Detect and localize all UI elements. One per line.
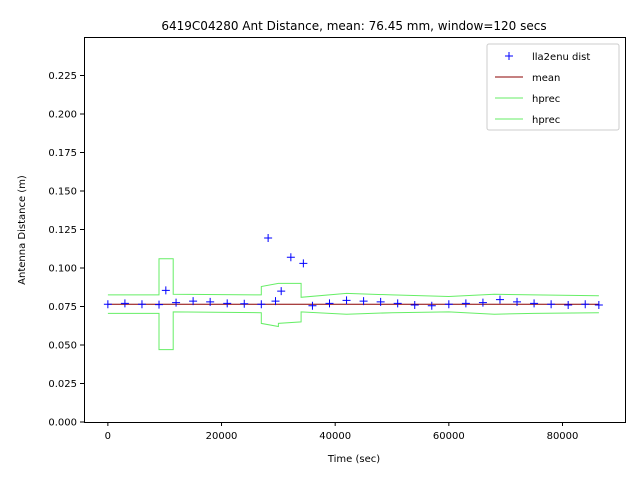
dist-point [120,299,129,308]
y-tick-label: 0.150 [48,187,77,198]
dist-point [564,300,573,309]
y-tick-label: 0.175 [48,148,77,159]
y-tick-label: 0.050 [48,341,77,352]
dist-point [359,297,368,306]
dist-point [547,300,556,309]
dist-point [257,300,266,309]
dist-point [461,299,470,308]
dist-point [161,286,170,295]
y-axis-label: Antenna Distance (m) [17,175,28,285]
hprec-line-3 [107,311,599,351]
dist-point [137,300,146,309]
dist-point [325,299,334,308]
dist-point [376,297,385,306]
dist-point [308,301,317,310]
dist-point [594,300,603,309]
legend-label: mean [532,73,560,84]
legend: lla2enu dist mean hprec hprec [486,43,620,131]
dist-point [513,297,522,306]
y-tick-label: 0.025 [48,379,77,390]
dist-point [155,300,164,309]
x-axis: 0 20000 40000 60000 80000 [105,422,579,442]
legend-label: hprec [532,115,560,126]
y-tick-label: 0.075 [48,302,77,313]
x-tick-label: 20000 [206,431,238,442]
dist-point [277,287,286,296]
x-tick-label: 40000 [319,431,351,442]
dist-point [240,299,249,308]
dist-point [495,295,504,304]
chart-title: 6419C04280 Ant Distance, mean: 76.45 mm,… [161,19,546,33]
y-tick-label: 0.225 [48,71,77,82]
dist-point [530,299,539,308]
dist-point [271,297,280,306]
y-tick-label: 0.100 [48,264,77,275]
y-axis: 0.000 0.025 0.050 0.075 0.100 0.125 0.150 0.175… [48,71,84,429]
legend-box [486,43,620,131]
dist-point [103,300,112,309]
y-tick-label: 0.000 [48,418,77,429]
dist-point [478,298,487,307]
x-tick-label: 60000 [433,431,465,442]
x-tick-label: 80000 [547,431,579,442]
dist-point [172,298,181,307]
dist-point [444,300,453,309]
dist-point [410,300,419,309]
x-tick-label: 0 [105,431,111,442]
dist-point [286,253,295,262]
legend-marker [505,52,513,60]
dist-point [189,297,198,306]
plot-frame [84,37,626,423]
plot-content [103,233,603,351]
dist-point [223,299,232,308]
dist-point [206,297,215,306]
y-tick-label: 0.125 [48,225,77,236]
dist-point [299,259,308,268]
legend-label: lla2enu dist [532,52,590,63]
x-axis-label: Time (sec) [327,454,380,465]
hprec-line-2 [107,258,599,298]
dist-point [264,233,273,242]
legend-label: hprec [532,94,560,105]
dist-point [427,301,436,310]
dist-point [393,299,402,308]
y-tick-label: 0.200 [48,110,77,121]
dist-point [581,300,590,309]
dist-point [342,296,351,305]
